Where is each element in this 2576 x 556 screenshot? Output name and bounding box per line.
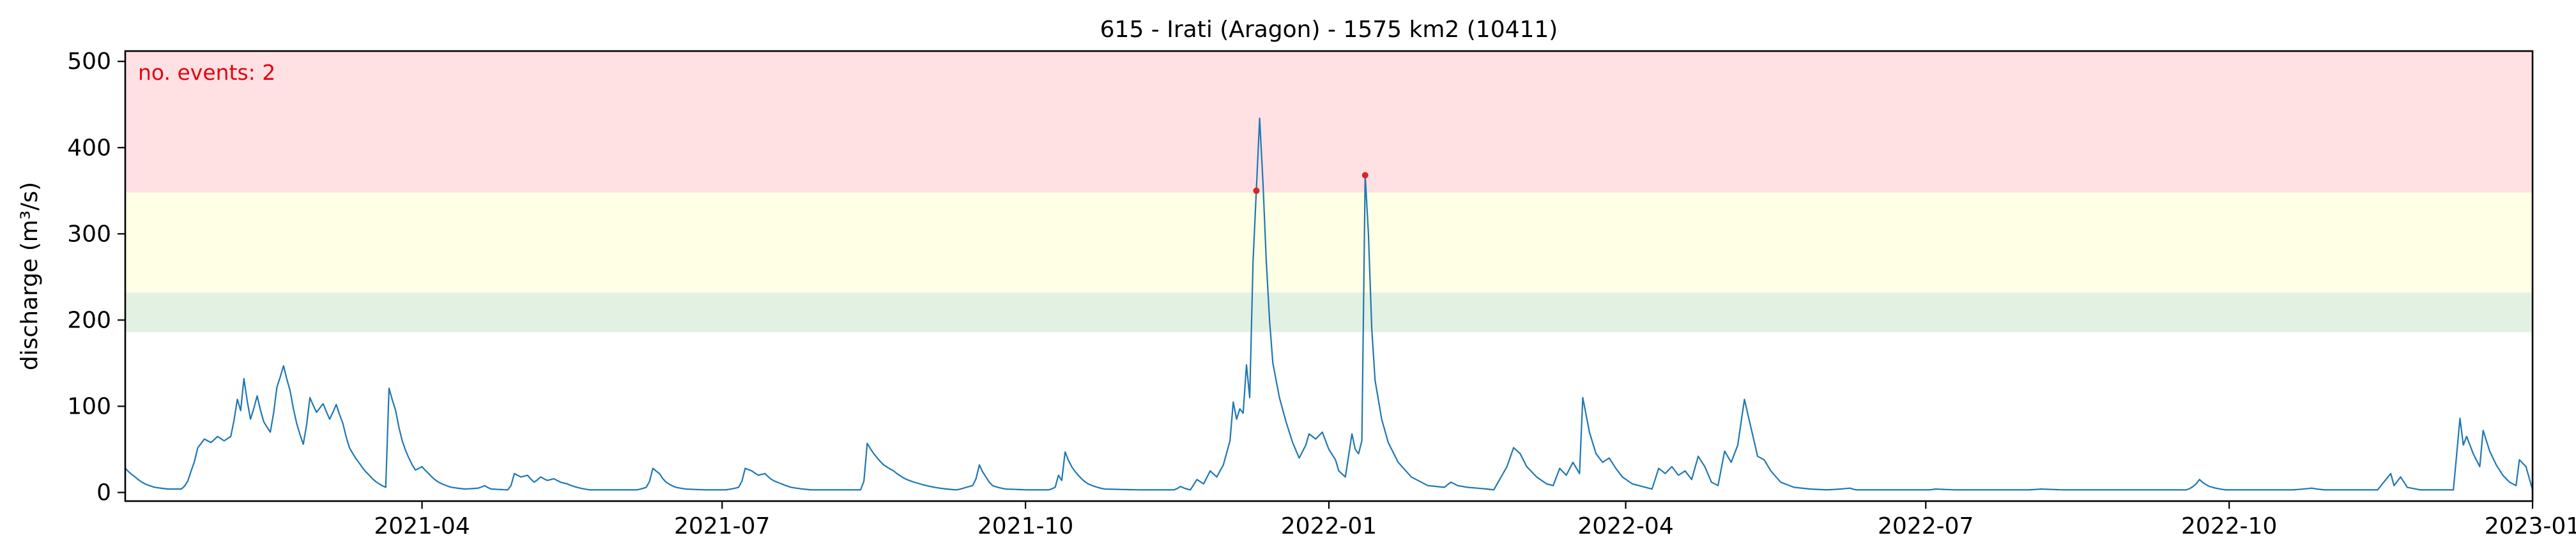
y-tick-label-3: 300 [67, 221, 111, 247]
chart-title: 615 - Irati (Aragon) - 1575 km2 (10411) [1100, 17, 1558, 43]
threshold-band-0 [125, 292, 2533, 333]
x-axis-ticks: 2021-04 2021-07 2021-10 2022-01 2022-04 2022-… [374, 501, 2576, 539]
threshold-bands [125, 51, 2533, 333]
discharge-series-line [125, 117, 2534, 491]
x-tick-label-1: 2021-07 [674, 513, 770, 539]
y-tick-label-0: 0 [96, 479, 111, 506]
y-tick-label-5: 500 [67, 49, 111, 75]
x-tick-label-6: 2022-10 [2181, 513, 2277, 539]
x-tick-label-0: 2021-04 [374, 513, 470, 539]
x-tick-label-5: 2022-07 [1878, 513, 1974, 539]
plot-lines [125, 117, 2534, 491]
threshold-band-2 [125, 51, 2533, 193]
x-tick-label-3: 2022-01 [1281, 513, 1377, 539]
threshold-band-1 [125, 192, 2533, 293]
y-tick-label-1: 100 [67, 393, 111, 419]
y-tick-label-2: 200 [67, 307, 111, 333]
x-tick-label-2: 2021-10 [977, 513, 1073, 539]
event-marker-1 [1361, 172, 1368, 179]
event-marker-0 [1253, 187, 1260, 194]
y-tick-label-4: 400 [67, 135, 111, 161]
y-axis-label: discharge (m³/s) [17, 182, 43, 370]
events-count-annotation: no. events: 2 [138, 60, 275, 85]
y-axis-ticks: 0 100 200 300 400 500 [67, 49, 125, 506]
x-tick-label-4: 2022-04 [1577, 513, 1673, 539]
x-tick-label-7: 2023-01 [2485, 513, 2576, 539]
